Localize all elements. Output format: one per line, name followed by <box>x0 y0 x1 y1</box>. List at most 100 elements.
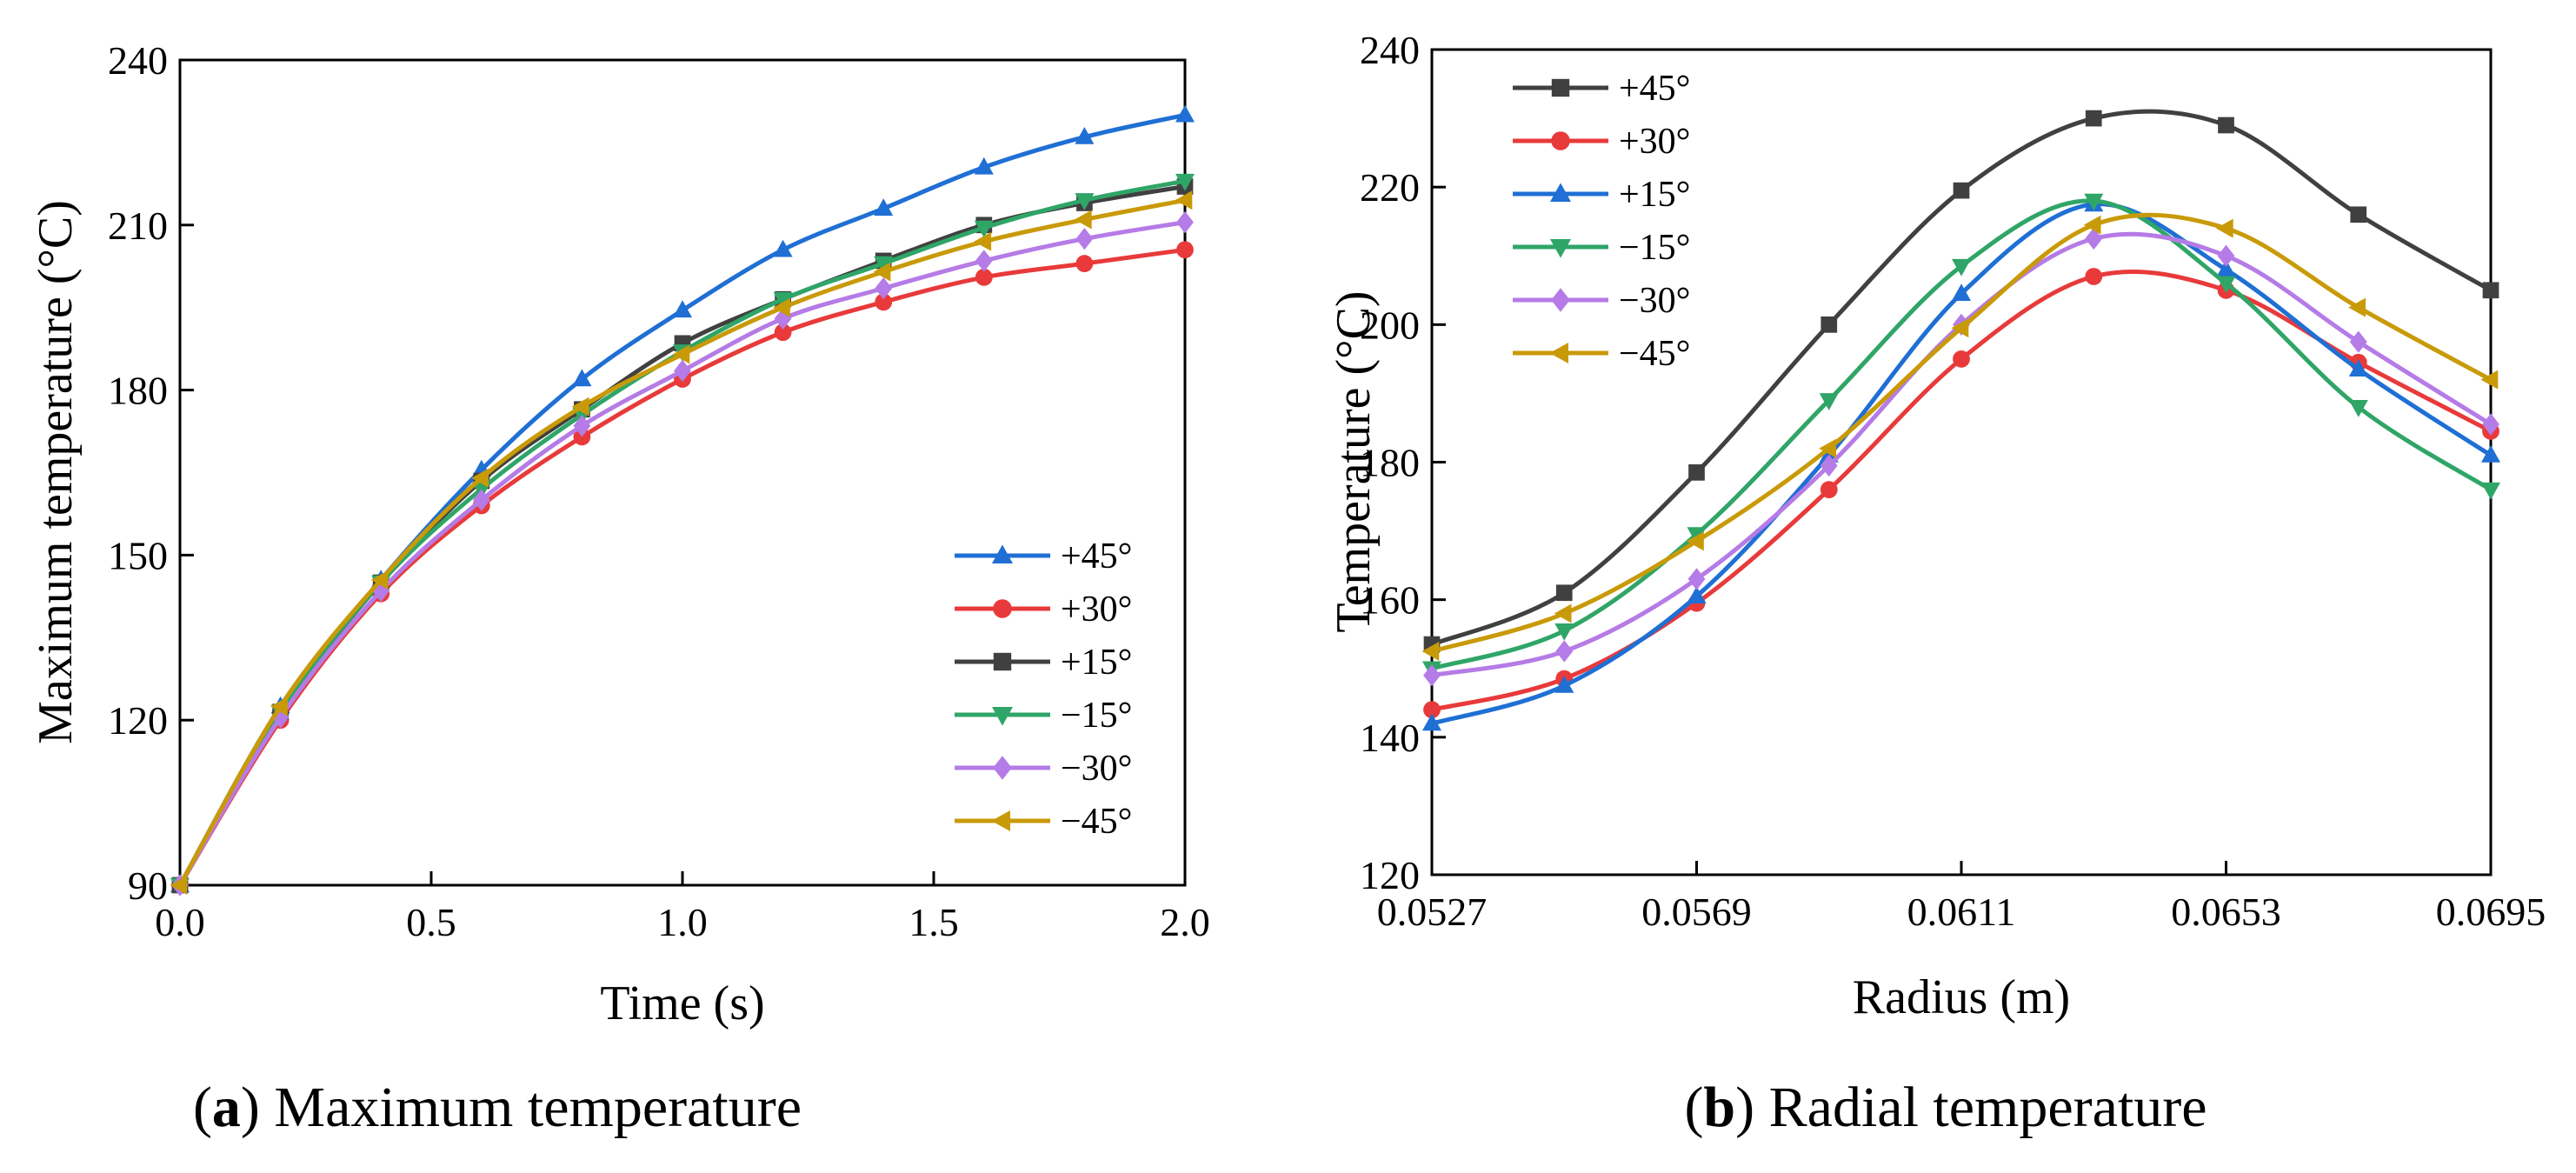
panel-b-x-tick-label: 0.0695 <box>2436 890 2546 934</box>
panel-b-y-tick-label: 200 <box>1360 303 1420 347</box>
panel-b-data-point-minus45 <box>2348 297 2366 317</box>
panel-a-legend-label-minus30: −30° <box>1061 749 1132 789</box>
panel-b-data-point-plus15 <box>2216 259 2236 277</box>
panel-a-data-point-minus30 <box>875 277 893 300</box>
panel-b-data-point-plus45 <box>1688 464 1705 481</box>
panel-b-data-point-plus30 <box>2085 268 2103 285</box>
panel-b-data-point-minus45 <box>2215 218 2233 238</box>
panel-a-data-point-minus15 <box>1075 193 1095 210</box>
panel-b-x-axis-title: Radius (m) <box>1853 970 2070 1024</box>
panel-a-data-point-minus45 <box>773 297 790 317</box>
panel-a-legend-marker-minus30 <box>993 756 1012 780</box>
panel-a-data-point-minus15 <box>974 220 994 238</box>
panel-a-legend-marker-minus45 <box>991 810 1010 831</box>
panel-a-legend: +45° +30° +15° −15° −30° −45° <box>955 537 1132 842</box>
panel-b-data-point-minus45 <box>1421 642 1440 661</box>
panel-b-data-point-plus30 <box>1423 701 1441 719</box>
panel-a-ticks: 0.0 0.5 1.0 1.5 2.0 90 120 150 180 210 240 <box>108 38 1210 944</box>
panel-a-x-tick-label: 1.0 <box>657 900 708 944</box>
panel-b-data-point-minus15 <box>1952 258 1971 277</box>
panel-b-x-tick-label: 0.0527 <box>1377 890 1488 934</box>
panel-a-data-point-plus30 <box>975 269 993 286</box>
panel-a-x-tick-label: 0.0 <box>155 900 205 944</box>
panel-b-data-point-plus45 <box>1555 584 1573 602</box>
panel-b-legend-marker-minus45 <box>1549 343 1568 363</box>
panel-a-legend-marker-minus15 <box>992 707 1013 726</box>
panel-b-legend-label-minus15: −15° <box>1619 228 1690 268</box>
panel-b-data-point-minus45 <box>2480 370 2499 390</box>
panel-a-data-point-minus30 <box>975 250 993 272</box>
panel-a-y-tick-label: 210 <box>108 203 168 248</box>
panel-a-data-point-plus45 <box>673 300 692 318</box>
panel-b-data-point-plus15 <box>1554 676 1574 693</box>
panel-a-legend-marker-plus15 <box>993 652 1012 671</box>
panel-b-data-point-plus45 <box>2218 117 2234 134</box>
panel-a-legend-label-minus45: −45° <box>1061 802 1132 842</box>
panel-b-radial-temperature: 0.0527 0.0569 0.0611 0.0653 0.0695 120 140 160 1… <box>1327 28 2546 1139</box>
panel-b-x-tick-label: 0.0569 <box>1641 890 1752 934</box>
panel-b-legend: +45° +30° +15° −15° −30° −45° <box>1513 69 1690 374</box>
panel-b-series-line-plus15 <box>1429 202 2493 726</box>
panel-b-data-point-minus15 <box>1819 393 1839 410</box>
panel-a-plot-frame <box>178 58 1187 887</box>
panel-a-caption: (a) Maximum temperature <box>193 1076 802 1139</box>
panel-b-data-point-plus30 <box>1820 481 1838 499</box>
panel-a-x-tick-label: 2.0 <box>1160 900 1210 944</box>
panel-b-data-point-minus30 <box>2349 330 2367 353</box>
panel-a-legend-label-plus15: +15° <box>1061 643 1132 683</box>
panel-a-x-tick-label: 0.5 <box>406 900 456 944</box>
panel-a-maximum-temperature: 0.0 0.5 1.0 1.5 2.0 90 120 150 180 210 240 +45° +30… <box>29 38 1210 1139</box>
panel-b-data-point-plus45 <box>1953 182 1970 199</box>
panel-a-data-point-minus30 <box>472 489 490 511</box>
panel-a-y-tick-label: 180 <box>108 369 168 413</box>
panel-a-data-point-minus30 <box>573 415 591 437</box>
panel-a-data-point-minus15 <box>773 292 793 310</box>
panel-a-y-axis-title: Maximum temperature (°C) <box>29 200 83 744</box>
panel-b-data-point-minus45 <box>1554 603 1572 623</box>
panel-a-y-tick-label: 240 <box>108 38 168 83</box>
panel-b-data-point-plus45 <box>1821 316 1838 333</box>
panel-b-data-point-minus30 <box>1820 454 1838 477</box>
panel-a-data-point-plus45 <box>1075 127 1095 144</box>
panel-b-data-point-minus30 <box>2217 244 2235 267</box>
panel-a-data-point-minus30 <box>774 307 792 330</box>
panel-a-y-tick-label: 150 <box>108 533 168 577</box>
panel-a-x-tick-label: 1.5 <box>909 900 959 944</box>
panel-b-data-point-minus30 <box>1555 640 1574 663</box>
panel-b-data-point-plus45 <box>2350 206 2367 223</box>
panel-a-data-point-plus45 <box>974 157 994 175</box>
panel-b-caption-text: Radial temperature <box>1769 1076 2207 1139</box>
panel-a-series-line-minus45 <box>177 197 1188 888</box>
panel-a-data-point-minus45 <box>873 262 891 282</box>
panel-b-data-point-plus30 <box>1953 350 1970 368</box>
panel-b-legend-marker-plus15 <box>1550 183 1571 202</box>
panel-a-data-point-minus30 <box>1176 211 1194 234</box>
panel-a-caption-letter: a <box>212 1076 241 1139</box>
panel-b-data-point-minus45 <box>1819 438 1836 458</box>
panel-b-plot-frame <box>1430 48 2493 876</box>
panel-a-series <box>170 104 1195 896</box>
panel-b-data-point-plus15 <box>1687 586 1707 603</box>
panel-a-data-point-plus30 <box>1075 255 1094 272</box>
panel-a-data-point-minus45 <box>672 344 690 364</box>
panel-b-data-point-plus15 <box>2348 359 2368 377</box>
panel-a-data-point-minus45 <box>270 696 288 716</box>
panel-a-data-point-minus45 <box>370 570 389 590</box>
panel-b-x-tick-label: 0.0611 <box>1907 890 2016 934</box>
panel-a-legend-marker-plus30 <box>993 599 1012 618</box>
panel-a-data-point-minus45 <box>571 397 589 417</box>
panel-b-y-tick-label: 180 <box>1360 441 1420 485</box>
panel-b-data-point-plus45 <box>2482 282 2499 299</box>
panel-a-data-point-plus30 <box>774 323 792 342</box>
panel-b-legend-label-plus30: +30° <box>1619 122 1690 162</box>
panel-a-y-tick-label: 90 <box>128 863 168 908</box>
panel-b-series-line-minus45 <box>1429 212 2493 654</box>
panel-b-data-point-minus15 <box>2084 193 2104 211</box>
panel-b-data-point-plus45 <box>2085 110 2102 127</box>
panel-b-data-point-minus30 <box>1423 664 1441 687</box>
panel-a-data-point-minus30 <box>674 359 691 383</box>
panel-b-ticks: 0.0527 0.0569 0.0611 0.0653 0.0695 120 140 160 1… <box>1360 28 2546 934</box>
panel-b-legend-marker-minus15 <box>1550 239 1571 258</box>
panel-b-data-point-minus30 <box>2085 227 2103 250</box>
panel-a-y-tick-label: 120 <box>108 698 168 743</box>
